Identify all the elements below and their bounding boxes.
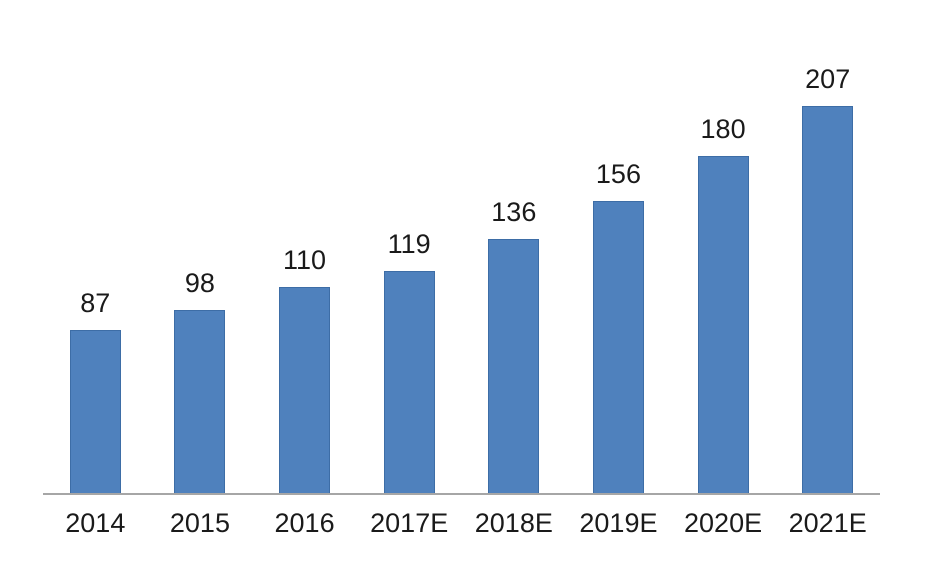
bar-value-label: 180 [700,114,746,145]
bar-value-label: 156 [595,159,641,190]
bar [592,201,644,493]
x-axis-tick-label: 2020E [684,508,763,538]
bar-group: 156 [566,53,671,493]
bar-value-label: 110 [283,245,327,276]
bar [174,310,226,493]
bar-group: 87 [43,53,148,493]
x-axis-tick-label: 2014 [65,508,126,538]
x-axis-tick-label: 2019E [579,508,658,538]
bar-group: 110 [252,53,357,493]
x-axis-tick-label: 2016 [274,508,335,538]
bar-value-label: 207 [805,64,851,95]
bar [69,330,121,493]
bar-value-label: 98 [184,268,215,299]
bar-value-label: 119 [387,229,431,260]
x-axis-tick-label: 2018E [474,508,553,538]
bar-value-label: 136 [491,197,537,228]
bar-group: 119 [357,53,462,493]
plot-area: 87 98 110 119 136 156 180 207 [43,53,880,495]
bar [279,287,331,493]
bar [488,239,540,493]
bar-value-label: 87 [80,288,111,319]
bar-group: 207 [775,53,880,493]
bar-group: 136 [462,53,567,493]
bar [697,156,749,493]
bar-group: 180 [671,53,776,493]
bar-group: 98 [148,53,253,493]
x-axis-labels: 2014 2015 2016 2017E 2018E 2019E 2020E 2021E [43,508,880,539]
x-axis-tick-label: 2021E [788,508,867,538]
bar [802,106,854,493]
bar [383,271,435,493]
x-axis-tick-label: 2017E [370,508,449,538]
x-axis-tick-label: 2015 [169,508,230,538]
